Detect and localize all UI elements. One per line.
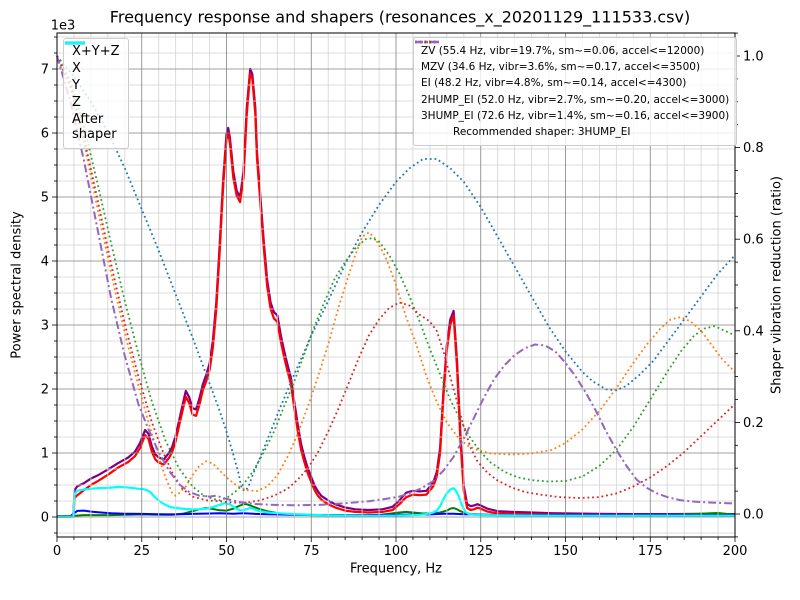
series-zv [56,55,736,493]
y-axis-label-left: Power spectral density [9,211,25,359]
legend-entry-hump2: 2HUMP_EI (52.0 Hz, vibr=2.7%, sm~=0.20, … [415,40,730,108]
y-left-tick-label: 7 [41,63,49,78]
legend-entry-mzv: MZV (34.6 Hz, vibr=3.6%, sm~=0.17, accel… [415,40,729,75]
legend-label: MZV (34.6 Hz, vibr=3.6%, sm~=0.17, accel… [421,61,701,74]
legend-label: Y [72,78,80,94]
legend-entry-zv: ZV (55.4 Hz, vibr=19.7%, sm~=0.06, accel… [415,40,729,59]
series-ei [56,55,736,502]
legend-entry-note: Recommended shaper: 3HUMP_EI [421,124,729,140]
x-tick-label: 200 [723,544,748,559]
y-right-tick-label: 1.0 [743,49,764,64]
x-tick-label: 75 [303,544,320,559]
y-left-tick-label: 1 [41,447,49,462]
legend-label: After shaper [72,111,117,142]
x-tick-label: 100 [384,544,409,559]
y-right-tick-label: 0.4 [743,324,764,339]
chart-title: Frequency response and shapers (resonanc… [109,7,691,27]
axes: 0 25 50 75 100 125 150 175 200 0 1 2 3 4 5 6 7 0.0 0.2 0.4 0… [41,32,764,559]
legend-label: X+Y+Z [72,44,120,60]
legend-entry-after: After shaper [65,41,120,143]
series-mzv [56,55,736,497]
y-right-tick-label: 0.0 [743,508,764,523]
shaper-series [56,55,736,507]
legend-label: Recommended shaper: 3HUMP_EI [453,126,631,138]
psd-series [56,67,736,518]
legend-label: Z [72,95,81,111]
y-right-tick-label: 0.6 [743,233,764,248]
legend-entry-y: Y [65,41,120,95]
legend-entry-x: X [65,41,120,78]
series-x [56,72,735,518]
series-hump3 [56,55,736,507]
y-right-tick-label: 0.2 [743,416,764,431]
y-axis-label-right: Shaper vibration reduction (ratio) [769,176,785,394]
y-left-tick-label: 2 [41,383,49,398]
legend-label: 3HUMP_EI (72.6 Hz, vibr=1.4%, sm~=0.16, … [421,109,730,122]
x-tick-label: 125 [468,544,493,559]
y-left-tick-label: 6 [41,127,49,142]
y-left-tick-label: 3 [41,319,49,334]
legend-swatch-after [65,41,85,45]
legend-swatch-hump3 [415,40,439,44]
x-axis-label: Frequency, Hz [349,561,443,577]
y-left-tick-label: 4 [41,255,49,270]
legend-label: 2HUMP_EI (52.0 Hz, vibr=2.7%, sm~=0.20, … [421,93,730,106]
x-tick-label: 0 [53,544,61,559]
y-right-tick-label: 0.8 [743,141,764,156]
legend-label: EI (48.2 Hz, vibr=4.8%, sm~=0.14, accel<… [421,77,687,90]
legend-label: ZV (55.4 Hz, vibr=19.7%, sm~=0.06, accel… [421,45,705,58]
legend-entry-z: Z [65,41,120,112]
legend-shapers: ZV (55.4 Hz, vibr=19.7%, sm~=0.06, accel… [413,37,738,147]
x-tick-label: 175 [638,544,663,559]
y-axis-multiplier: 1e3 [50,18,76,34]
legend-psd: X+Y+Z X Y Z After shaper [63,38,129,149]
x-tick-label: 150 [553,544,578,559]
legend-entry-hump3: 3HUMP_EI (72.6 Hz, vibr=1.4%, sm~=0.16, … [415,40,730,124]
y-left-tick-label: 5 [41,191,49,206]
x-tick-label: 50 [218,544,235,559]
x-tick-label: 25 [133,544,150,559]
legend-entry-ei: EI (48.2 Hz, vibr=4.8%, sm~=0.14, accel<… [415,40,729,91]
y-left-tick-label: 0 [41,511,49,526]
legend-label: X [72,61,81,77]
